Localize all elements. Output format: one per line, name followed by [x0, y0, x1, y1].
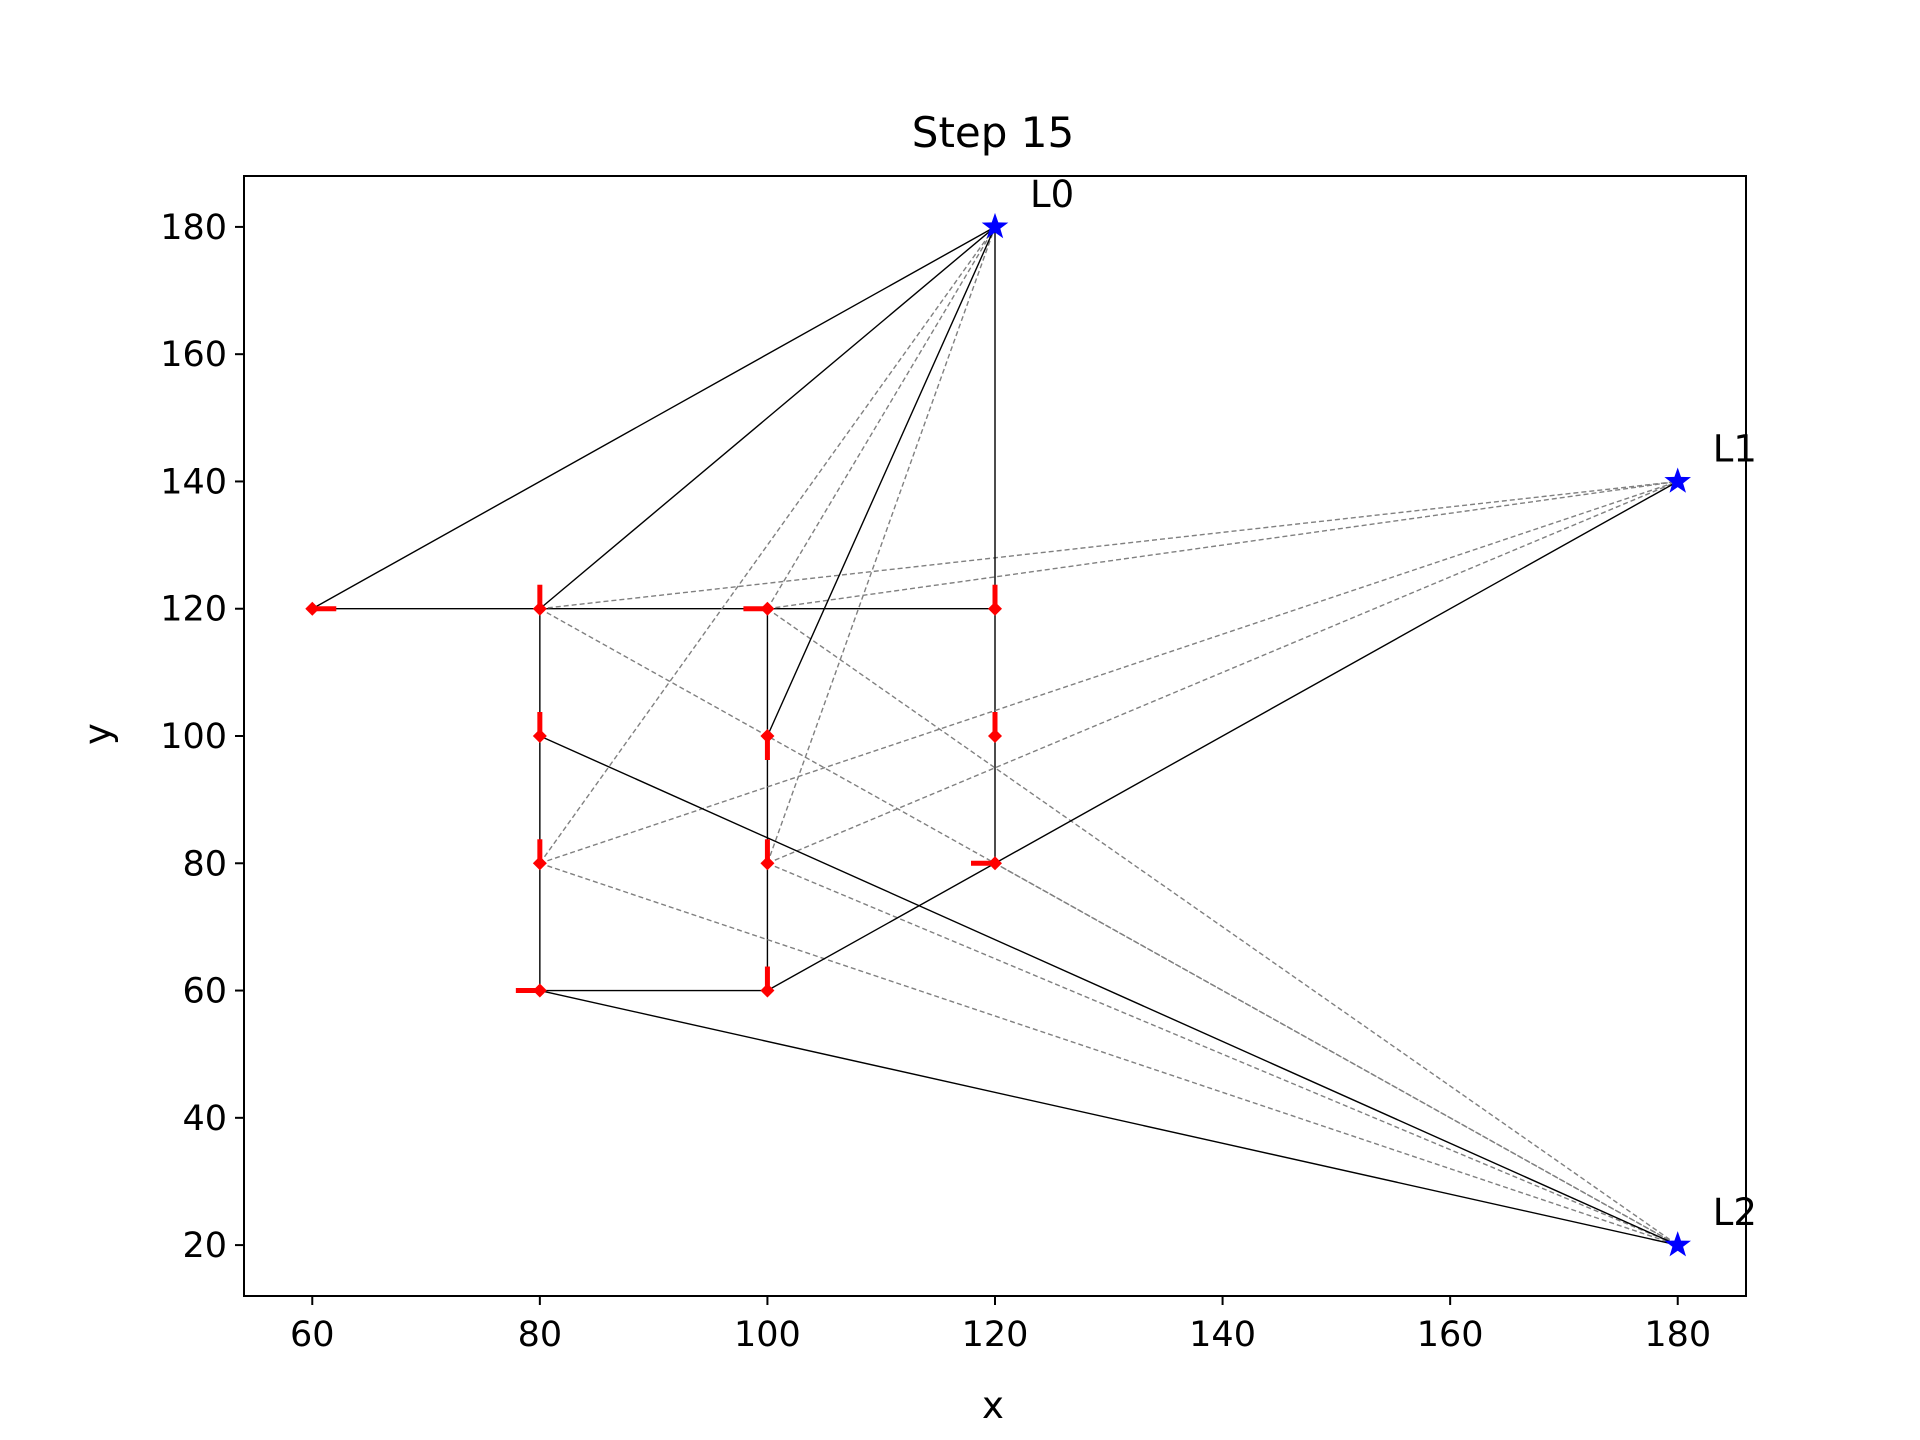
- pose-8: [743, 601, 775, 616]
- pose-marker-0: [305, 601, 320, 616]
- y-tick-label-3: 80: [182, 844, 227, 884]
- observation-solid-4: [539, 735, 1679, 1246]
- pose-marker-4: [532, 983, 547, 998]
- landmark-layer: L0 L1 L2: [981, 173, 1757, 1257]
- landmark-marker-1: [1664, 467, 1691, 493]
- y-tick-label-2: 60: [182, 972, 227, 1012]
- observation-solid-2: [766, 226, 996, 737]
- pose-marker-8: [760, 601, 775, 616]
- observation-solid-1: [539, 226, 996, 610]
- pose-marker-7: [760, 729, 775, 743]
- pose-11: [971, 856, 1002, 871]
- pose-marker-11: [988, 856, 1002, 871]
- y-tick-label-5: 120: [160, 590, 227, 630]
- observation-solid-0: [311, 226, 996, 610]
- y-tick-label-4: 100: [160, 717, 227, 757]
- landmark-marker-2: [1664, 1231, 1691, 1257]
- axes-layer: 60 80 100 120 140 160 180 20 40 60 80 100 120 140 160 1…: [160, 175, 1747, 1355]
- observation-dashed-1: [766, 226, 996, 610]
- pose-9: [988, 584, 1002, 616]
- landmark-marker-0: [981, 212, 1009, 239]
- observation-dashed-4: [767, 480, 1678, 610]
- landmark-label-1: L1: [1713, 427, 1757, 470]
- chart-title: Step 15: [912, 108, 1074, 157]
- pose-0: [305, 601, 337, 616]
- y-tick-label-6: 140: [160, 462, 227, 502]
- pose-10: [988, 712, 1002, 743]
- pose-marker-2: [532, 729, 547, 743]
- y-axis-title: y: [76, 723, 119, 745]
- x-tick-label-4: 140: [1189, 1315, 1256, 1355]
- observation-layer: [311, 226, 1679, 1246]
- landmark-label-0: L0: [1030, 173, 1074, 216]
- y-tick-label-8: 180: [160, 208, 227, 248]
- observation-dashed-11: [994, 862, 1679, 1246]
- pose-marker-3: [532, 856, 547, 871]
- pose-6: [760, 839, 775, 871]
- observation-dashed-3: [539, 480, 1678, 610]
- y-tick-label-7: 160: [160, 335, 227, 375]
- x-tick-label-2: 100: [734, 1315, 801, 1355]
- x-tick-label-6: 180: [1644, 1315, 1711, 1355]
- x-tick-label-5: 160: [1417, 1315, 1484, 1355]
- observation-solid-5: [539, 989, 1678, 1246]
- pose-1: [532, 584, 547, 616]
- pose-marker-10: [988, 729, 1002, 743]
- observation-dashed-6: [767, 480, 1678, 864]
- y-tick-label-1: 40: [182, 1099, 227, 1139]
- pose-7: [760, 729, 775, 760]
- observation-dashed-9: [539, 862, 1678, 1246]
- pose-5: [760, 966, 775, 998]
- pose-marker-5: [760, 983, 775, 998]
- pose-3: [532, 839, 547, 871]
- observation-dashed-10: [767, 862, 1678, 1246]
- pose-marker-6: [760, 856, 775, 871]
- observation-dashed-0: [539, 226, 996, 864]
- landmark-label-2: L2: [1713, 1191, 1757, 1234]
- observation-dashed-5: [539, 480, 1678, 864]
- pose-4: [515, 983, 547, 998]
- observation-solid-6: [767, 480, 1679, 992]
- x-axis-title: x: [982, 1384, 1004, 1427]
- pose-2: [532, 712, 547, 743]
- pose-marker-9: [988, 601, 1002, 616]
- pose-layer: [305, 584, 1002, 998]
- x-tick-label-0: 60: [290, 1315, 335, 1355]
- trajectory-layer: [312, 608, 996, 992]
- x-tick-label-1: 80: [518, 1315, 563, 1355]
- pose-marker-1: [532, 601, 547, 616]
- observation-dashed-8: [767, 608, 1679, 1246]
- y-tick-label-0: 20: [182, 1226, 227, 1266]
- x-tick-label-3: 120: [962, 1315, 1029, 1355]
